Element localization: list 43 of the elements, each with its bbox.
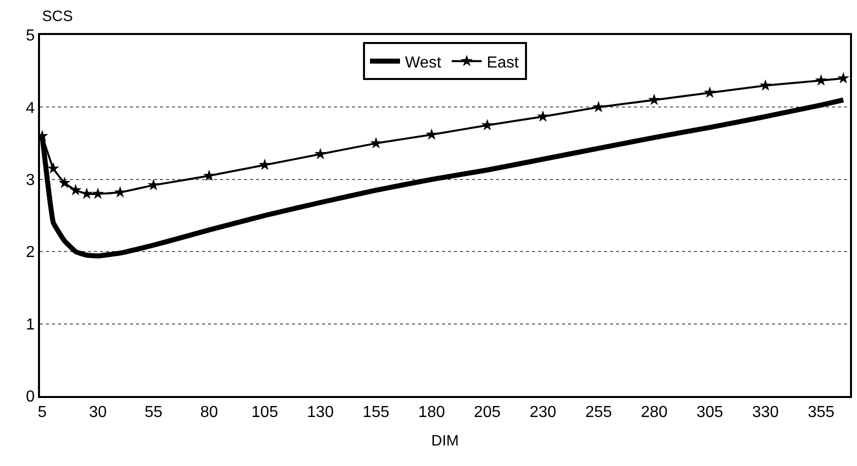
legend-label: West — [405, 54, 442, 72]
x-tick-label: 205 — [474, 404, 501, 422]
x-tick-label: 255 — [585, 404, 612, 422]
y-tick-label: 1 — [26, 316, 35, 334]
point — [92, 188, 104, 199]
y-tick-label: 2 — [26, 244, 35, 262]
x-axis-title: DIM — [431, 432, 459, 450]
x-tick-label: 55 — [144, 404, 162, 422]
point — [837, 72, 850, 84]
y-tick-label: 3 — [26, 172, 35, 189]
x-tick-label: 105 — [251, 404, 278, 422]
x-tick-label: 180 — [418, 404, 446, 422]
point — [815, 74, 828, 86]
x-tick-label: 155 — [362, 404, 390, 422]
y-tick-label: 4 — [26, 100, 35, 117]
x-tick-label: 330 — [752, 404, 779, 422]
point — [203, 169, 216, 181]
legend-label: East — [486, 54, 520, 72]
x-tick-label: 30 — [88, 404, 107, 422]
x-tick-label: 130 — [307, 404, 334, 422]
x-tick-label: 5 — [38, 404, 47, 422]
point — [58, 176, 70, 188]
point — [481, 118, 494, 130]
y-tick-label: 5 — [26, 28, 35, 45]
x-tick-label: 355 — [808, 404, 835, 422]
x-tick-label: 80 — [200, 404, 218, 422]
point — [370, 137, 382, 148]
point — [258, 158, 271, 170]
y-axis-title: SCS — [42, 8, 73, 25]
point — [592, 100, 605, 112]
x-tick-label: 280 — [640, 404, 668, 422]
point — [759, 79, 772, 91]
x-tick-label: 305 — [696, 404, 724, 422]
y-tick-label: 0 — [26, 388, 35, 406]
x-tick-label: 230 — [530, 404, 556, 422]
point — [314, 148, 326, 160]
point — [648, 94, 660, 106]
point — [426, 128, 438, 140]
point — [70, 184, 82, 196]
point — [704, 86, 716, 98]
point — [148, 178, 160, 190]
point — [47, 162, 60, 174]
point — [536, 110, 549, 122]
